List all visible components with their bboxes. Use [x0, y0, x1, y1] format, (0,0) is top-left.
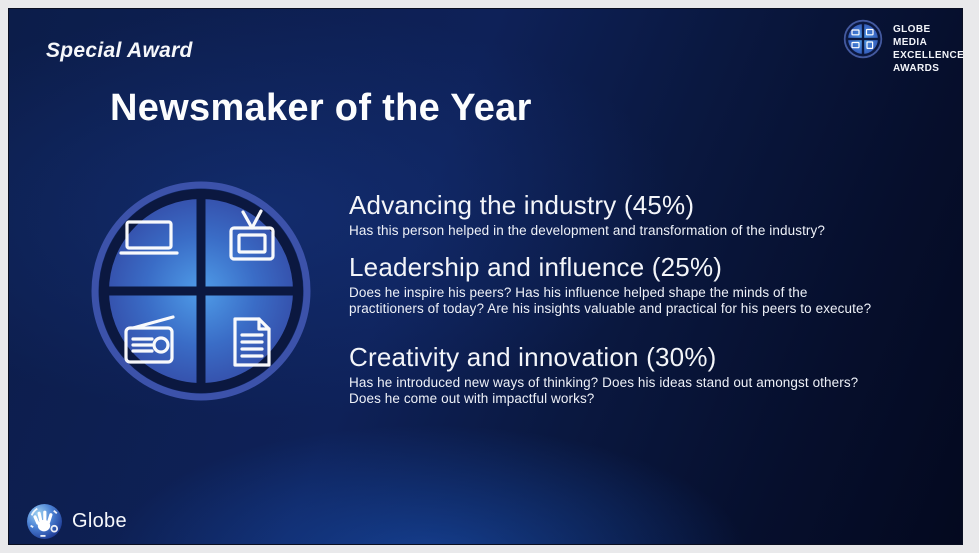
criterion-creativity-innovation: Creativity and innovation (30%) Has he i…	[349, 341, 945, 407]
media-emblem	[89, 179, 313, 403]
criterion-leadership-influence: Leadership and influence (25%) Does he i…	[349, 251, 945, 317]
award-logo-line-3: AWARDS	[893, 63, 940, 74]
page-title: Newsmaker of the Year	[110, 87, 532, 129]
criterion-heading: Advancing the industry (45%)	[349, 190, 695, 220]
criterion-heading: Creativity and innovation (30%)	[349, 342, 717, 372]
hand-glyph	[33, 510, 53, 531]
globe-brand: Globe	[26, 501, 127, 541]
media-quadrant-badge-icon	[843, 19, 883, 59]
sphere-marks	[30, 507, 59, 537]
award-logo: GLOBE MEDIA EXCELLENCE AWARDS	[843, 9, 964, 79]
document-icon	[233, 317, 271, 367]
emblem-inner-ring	[99, 189, 303, 393]
criterion-description: Has this person helped in the developmen…	[349, 223, 825, 238]
presentation-slide: Special Award Newsmaker of the Year	[8, 8, 964, 545]
award-logo-text: GLOBE MEDIA EXCELLENCE AWARDS	[893, 23, 964, 75]
criterion-advancing-industry: Advancing the industry (45%) Has this pe…	[349, 189, 945, 239]
radio-icon	[124, 315, 175, 364]
laptop-icon	[119, 220, 179, 255]
brand-name: Globe	[72, 509, 127, 532]
emblem-outer-ring	[91, 181, 311, 401]
award-logo-line-2: EXCELLENCE	[893, 50, 965, 61]
criterion-heading: Leadership and influence (25%)	[349, 252, 723, 282]
award-logo-line-1: GLOBE MEDIA	[893, 24, 931, 48]
emblem-cross-horizontal	[99, 286, 303, 296]
criterion-description: Does he inspire his peers? Has his influ…	[349, 285, 872, 316]
criterion-description: Has he introduced new ways of thinking? …	[349, 375, 859, 406]
tv-icon	[229, 209, 275, 261]
globe-sphere-icon	[27, 503, 62, 539]
kicker-special-award: Special Award	[46, 39, 193, 62]
